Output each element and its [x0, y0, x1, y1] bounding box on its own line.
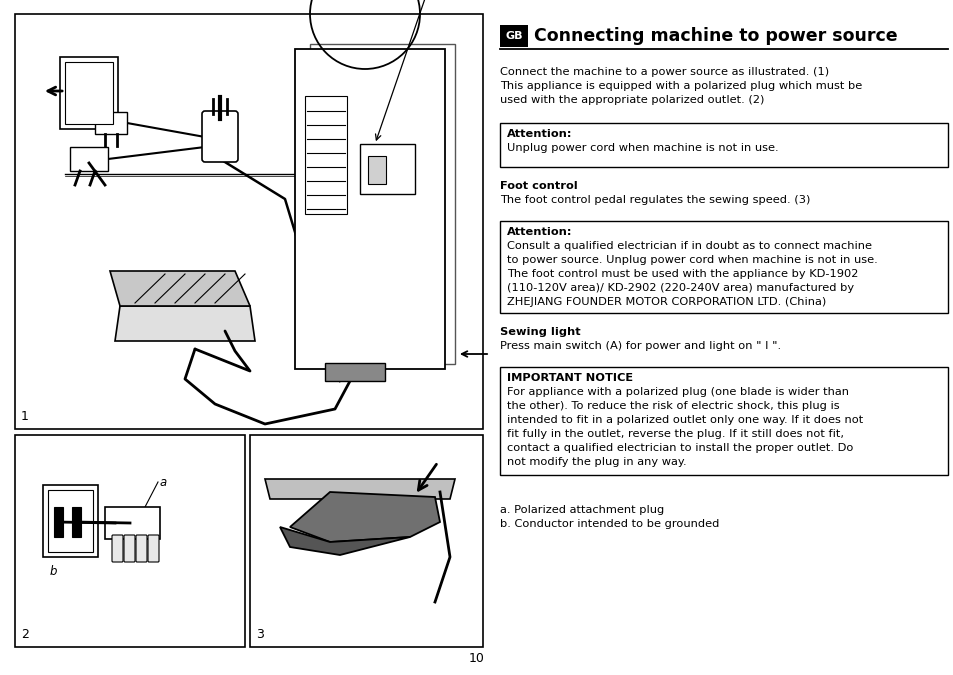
Bar: [54, 507, 63, 537]
Text: a. Polarized attachment plug: a. Polarized attachment plug: [499, 505, 663, 515]
Bar: [305, 96, 347, 214]
Bar: [310, 44, 455, 364]
Bar: [15, 14, 482, 429]
Bar: [325, 363, 385, 381]
Bar: [499, 123, 947, 167]
Polygon shape: [110, 271, 250, 306]
Bar: [368, 156, 386, 184]
Bar: [499, 221, 947, 313]
Polygon shape: [115, 306, 254, 341]
FancyBboxPatch shape: [148, 535, 159, 562]
Bar: [48, 490, 92, 552]
Bar: [43, 485, 98, 557]
Text: (110-120V area)/ KD-2902 (220-240V area) manufactured by: (110-120V area)/ KD-2902 (220-240V area)…: [506, 283, 853, 293]
Bar: [70, 147, 108, 171]
Text: b: b: [50, 565, 56, 578]
Bar: [250, 435, 482, 647]
Bar: [499, 367, 947, 475]
Text: not modify the plug in any way.: not modify the plug in any way.: [506, 457, 686, 467]
Bar: [71, 507, 81, 537]
Bar: [499, 25, 527, 47]
Polygon shape: [265, 479, 455, 499]
Text: ZHEJIANG FOUNDER MOTOR CORPORATION LTD. (China): ZHEJIANG FOUNDER MOTOR CORPORATION LTD. …: [506, 297, 825, 307]
Text: Sewing light: Sewing light: [499, 327, 580, 337]
Text: 3: 3: [255, 628, 264, 641]
Text: For appliance with a polarized plug (one blade is wider than: For appliance with a polarized plug (one…: [506, 387, 848, 397]
Text: Foot control: Foot control: [499, 181, 578, 191]
Text: Connecting machine to power source: Connecting machine to power source: [534, 27, 897, 45]
Bar: [15, 435, 245, 647]
Text: The foot control must be used with the appliance by KD-1902: The foot control must be used with the a…: [506, 269, 858, 279]
Text: Connect the machine to a power source as illustrated. (1): Connect the machine to a power source as…: [499, 67, 828, 77]
Text: The foot control pedal regulates the sewing speed. (3): The foot control pedal regulates the sew…: [499, 195, 809, 205]
Text: contact a qualified electrician to install the proper outlet. Do: contact a qualified electrician to insta…: [506, 443, 853, 453]
Text: IMPORTANT NOTICE: IMPORTANT NOTICE: [506, 373, 633, 383]
Text: Unplug power cord when machine is not in use.: Unplug power cord when machine is not in…: [506, 143, 778, 153]
Text: This appliance is equipped with a polarized plug which must be: This appliance is equipped with a polari…: [499, 81, 862, 91]
Text: 2: 2: [21, 628, 29, 641]
Bar: [60, 57, 118, 129]
FancyBboxPatch shape: [202, 111, 237, 162]
Text: Attention:: Attention:: [506, 227, 572, 237]
Text: GB: GB: [505, 31, 522, 41]
Text: 1: 1: [21, 410, 29, 423]
Polygon shape: [280, 527, 410, 555]
Bar: [65, 62, 112, 124]
Bar: [359, 144, 415, 194]
Bar: [95, 112, 127, 134]
Bar: [105, 507, 160, 539]
Text: 10: 10: [469, 652, 484, 665]
Text: b. Conductor intended to be grounded: b. Conductor intended to be grounded: [499, 519, 719, 529]
Text: Press main switch (A) for power and light on " I ".: Press main switch (A) for power and ligh…: [499, 341, 781, 351]
Bar: [294, 49, 444, 369]
Polygon shape: [290, 492, 439, 542]
FancyBboxPatch shape: [136, 535, 147, 562]
Text: fit fully in the outlet, reverse the plug. If it still does not fit,: fit fully in the outlet, reverse the plu…: [506, 429, 843, 439]
Text: Attention:: Attention:: [506, 129, 572, 139]
FancyBboxPatch shape: [124, 535, 135, 562]
FancyBboxPatch shape: [112, 535, 123, 562]
Text: Consult a qualified electrician if in doubt as to connect machine: Consult a qualified electrician if in do…: [506, 241, 871, 251]
Text: the other). To reduce the risk of electric shock, this plug is: the other). To reduce the risk of electr…: [506, 401, 839, 411]
Text: used with the appropriate polarized outlet. (2): used with the appropriate polarized outl…: [499, 95, 763, 105]
Text: a: a: [160, 475, 167, 489]
Text: intended to fit in a polarized outlet only one way. If it does not: intended to fit in a polarized outlet on…: [506, 415, 862, 425]
Text: to power source. Unplug power cord when machine is not in use.: to power source. Unplug power cord when …: [506, 255, 877, 265]
